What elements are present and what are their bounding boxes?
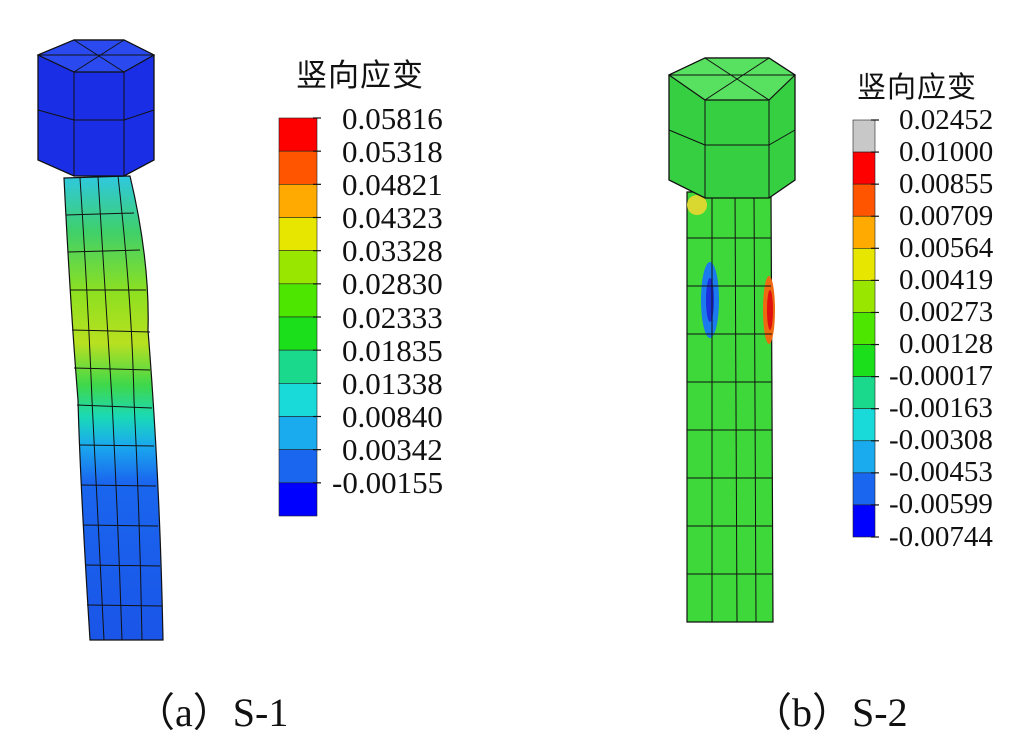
panel-s2: 竖向应变 0.02452 0.01000 0.00855 0.00709 0.00564… — [507, 0, 1014, 736]
legend-swatch — [852, 248, 876, 281]
legend-swatch — [278, 349, 318, 384]
legend-tick-label: 0.03328 — [342, 233, 443, 269]
legend-tick-label: 0.02333 — [342, 299, 443, 335]
legend-swatch — [278, 482, 318, 517]
legend-tick-label: 0.05318 — [342, 133, 443, 169]
legend-tick-label: 0.00342 — [342, 432, 443, 468]
legend-swatch — [278, 150, 318, 185]
color-legend-s1 — [278, 117, 321, 517]
legend-swatch — [278, 217, 318, 251]
legend-tick-label: 0.02830 — [342, 266, 443, 302]
legend-tick-label: 0.00419 — [899, 263, 994, 296]
legend-tick-label: -0.00599 — [889, 488, 993, 521]
legend-swatch — [852, 280, 876, 313]
color-legend-s2 — [852, 119, 879, 538]
legend-tick-label: 0.00840 — [342, 399, 443, 434]
legend-tick-label: 0.00273 — [899, 295, 994, 328]
legend-tick-label: 0.05816 — [342, 100, 443, 136]
legend-tick-label: -0.00017 — [889, 360, 993, 393]
legend-tick-label: -0.00163 — [889, 392, 993, 425]
legend-swatch — [278, 117, 318, 152]
caption-s2: （b）S-2 — [752, 690, 908, 735]
legend-swatch — [852, 504, 876, 538]
legend-swatch — [852, 119, 876, 153]
legend-swatch — [278, 283, 318, 318]
caption-s1: （a）S-1 — [135, 690, 289, 735]
legend-swatch — [278, 416, 318, 450]
legend-swatch — [278, 449, 318, 484]
legend-swatch — [278, 184, 318, 218]
legend-swatch — [852, 151, 876, 185]
legend-swatch — [852, 215, 876, 249]
legend-tick-label: 0.01338 — [342, 365, 443, 401]
legend-tick-label: -0.00155 — [332, 465, 444, 501]
legend-swatch — [852, 312, 876, 345]
legend-title-s2: 竖向应变 — [857, 72, 978, 104]
legend-tick-label: 0.02452 — [899, 103, 994, 136]
legend-swatch — [278, 316, 318, 351]
legend-tick-label: 0.00709 — [899, 199, 994, 232]
legend-tick-label: 0.04323 — [342, 200, 443, 235]
legend-tick-label: -0.00744 — [889, 520, 993, 553]
legend-tick-label: 0.01000 — [899, 135, 994, 168]
legend-tick-label: 0.01835 — [342, 332, 443, 368]
column-model-s2 — [667, 57, 796, 623]
legend-swatch — [852, 440, 876, 474]
legend-tick-label: -0.00308 — [889, 424, 993, 457]
column-model-s1 — [36, 39, 164, 641]
legend-tick-label: 0.00855 — [899, 167, 994, 200]
legend-swatch — [852, 183, 876, 217]
legend-tick-label: 0.04821 — [342, 166, 443, 202]
legend-tick-label: -0.00453 — [889, 456, 993, 489]
legend-swatch — [852, 472, 876, 506]
legend-tick-label: 0.00128 — [899, 328, 994, 361]
legend-title-s1: 竖向应变 — [296, 58, 424, 93]
legend-swatch — [852, 344, 876, 377]
legend-tick-label: 0.00564 — [899, 231, 994, 264]
legend-swatch — [278, 250, 318, 285]
panel-s1: 竖向应变 0.05816 0.05318 0.04821 0.04323 0.03328… — [0, 0, 507, 736]
legend-swatch — [852, 376, 876, 409]
legend-swatch — [278, 383, 318, 417]
legend-swatch — [852, 408, 876, 442]
